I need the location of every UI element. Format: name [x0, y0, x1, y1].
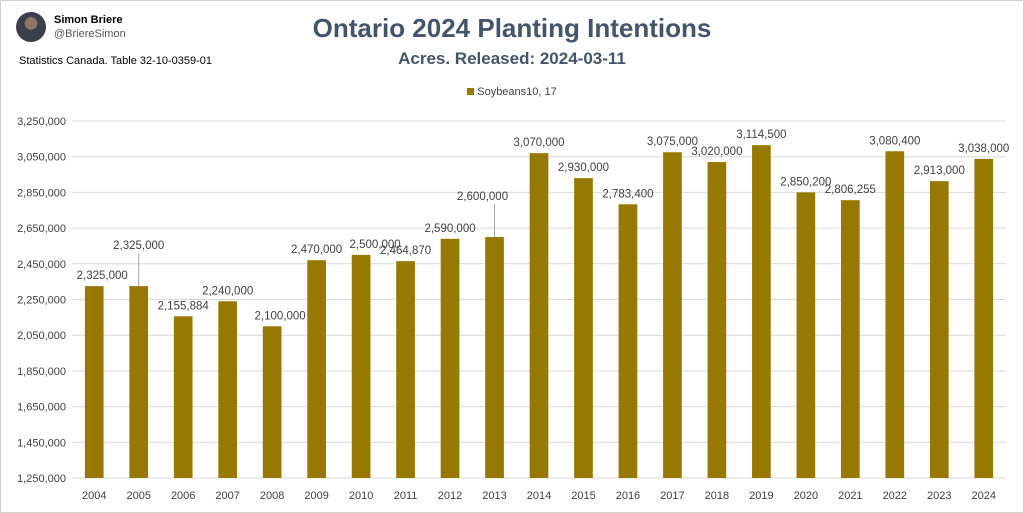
x-tick-label: 2004 — [82, 490, 106, 502]
data-label: 2,155,884 — [158, 300, 210, 312]
bar — [885, 151, 905, 478]
bar — [529, 153, 549, 478]
bar — [707, 162, 727, 478]
x-tick-label: 2010 — [349, 490, 373, 502]
data-label: 2,783,400 — [602, 188, 653, 200]
y-tick-label: 3,250,000 — [17, 116, 66, 128]
data-label: 2,325,000 — [77, 270, 128, 282]
x-tick-label: 2011 — [394, 490, 418, 502]
bar — [307, 260, 326, 478]
legend-swatch — [467, 88, 475, 95]
y-tick-label: 1,850,000 — [17, 366, 66, 378]
data-label: 2,806,255 — [825, 184, 876, 196]
chart-title: Ontario 2024 Planting Intentions — [312, 13, 712, 43]
data-label: 3,114,500 — [736, 129, 786, 141]
legend-label: Soybeans10, 17 — [477, 86, 557, 98]
x-tick-label: 2007 — [215, 490, 239, 502]
data-label: 2,325,000 — [113, 240, 164, 252]
x-tick-label: 2021 — [838, 490, 862, 502]
data-label: 2,850,200 — [780, 176, 831, 188]
x-tick-label: 2023 — [927, 490, 951, 502]
data-label: 2,464,870 — [380, 245, 431, 257]
data-label: 2,240,000 — [202, 285, 253, 297]
y-tick-label: 2,850,000 — [17, 187, 66, 199]
data-label: 2,500,000 — [350, 239, 401, 251]
avatar — [16, 12, 46, 42]
data-label: 2,100,000 — [255, 310, 306, 322]
data-label: 3,020,000 — [691, 146, 742, 158]
data-label: 3,075,000 — [647, 136, 698, 148]
y-tick-label: 1,450,000 — [17, 437, 66, 449]
bar — [840, 200, 860, 478]
data-label: 2,590,000 — [424, 223, 475, 235]
x-tick-label: 2016 — [616, 490, 640, 502]
x-tick-label: 2017 — [660, 490, 684, 502]
y-tick-label: 2,650,000 — [17, 223, 66, 235]
x-tick-label: 2008 — [260, 490, 284, 502]
bar — [351, 254, 371, 478]
bar — [929, 181, 949, 479]
x-tick-label: 2009 — [304, 490, 328, 502]
x-tick-label: 2019 — [749, 490, 773, 502]
data-label: 3,070,000 — [513, 137, 564, 149]
author-handle: @BriereSimon — [54, 28, 126, 40]
legend: Soybeans10, 17 — [0, 86, 1024, 98]
x-tick-label: 2014 — [527, 490, 551, 502]
y-tick-label: 2,450,000 — [17, 259, 66, 271]
data-label: 2,913,000 — [914, 165, 965, 177]
bar — [974, 158, 994, 479]
bar — [663, 152, 682, 479]
x-tick-label: 2024 — [972, 490, 996, 502]
source-note: Statistics Canada. Table 32-10-0359-01 — [19, 55, 213, 67]
bar — [796, 192, 816, 478]
bar — [574, 178, 593, 478]
bar — [618, 204, 638, 479]
bar — [752, 145, 771, 478]
bar — [84, 286, 104, 478]
data-label: 2,930,000 — [558, 162, 609, 174]
bar — [485, 237, 504, 478]
data-label: 2,600,000 — [457, 191, 508, 203]
bar — [173, 316, 193, 478]
x-tick-label: 2022 — [883, 490, 907, 502]
y-tick-label: 1,650,000 — [17, 402, 66, 414]
bar — [218, 301, 238, 478]
author-block: Simon Briere @BriereSimon — [16, 12, 126, 42]
x-tick-label: 2006 — [171, 490, 195, 502]
bar — [440, 238, 460, 478]
y-tick-label: 2,250,000 — [17, 295, 66, 307]
data-label: 3,080,400 — [869, 135, 920, 147]
y-tick-label: 3,050,000 — [17, 152, 66, 164]
data-label: 3,038,000 — [958, 143, 1009, 155]
x-tick-label: 2013 — [482, 490, 506, 502]
bar — [396, 261, 415, 478]
x-tick-label: 2012 — [438, 490, 462, 502]
data-label: 2,470,000 — [291, 244, 342, 256]
x-tick-label: 2020 — [794, 490, 818, 502]
y-tick-label: 2,050,000 — [17, 330, 66, 342]
x-tick-label: 2015 — [571, 490, 595, 502]
bar — [262, 326, 282, 478]
x-tick-label: 2018 — [705, 490, 729, 502]
chart-subtitle: Acres. Released: 2024-03-11 — [398, 49, 626, 68]
author-name: Simon Briere — [54, 14, 123, 26]
x-tick-label: 2005 — [126, 490, 150, 502]
y-tick-label: 1,250,000 — [17, 473, 66, 485]
bar — [129, 286, 149, 478]
